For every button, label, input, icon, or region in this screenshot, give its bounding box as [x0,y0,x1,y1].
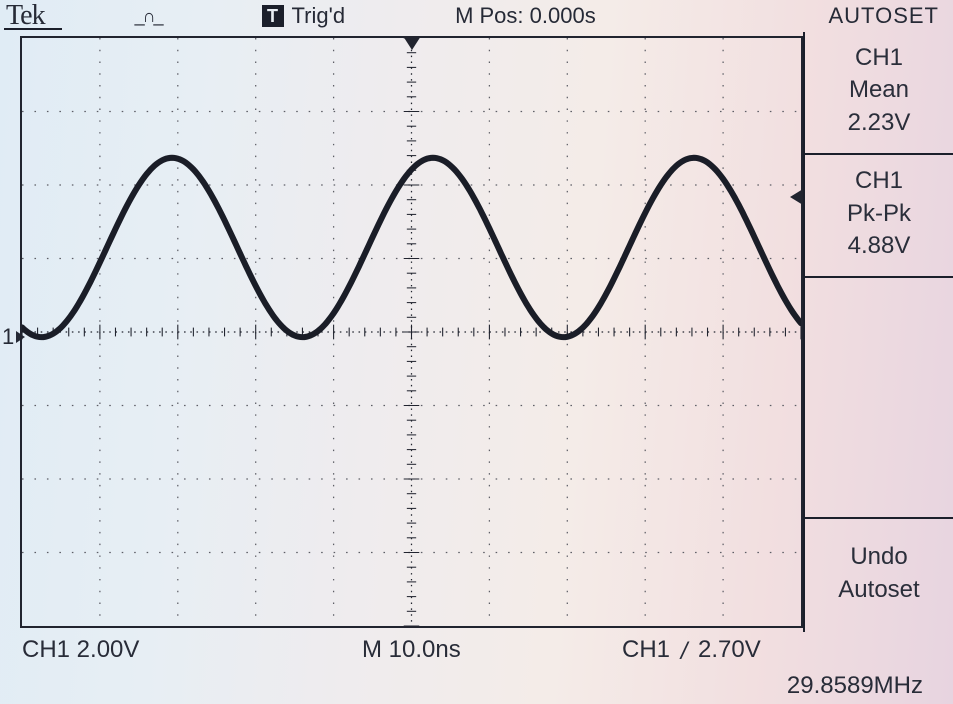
channel-scale-readout: CH1 2.00V [22,636,362,664]
waveform-area: 1 [0,32,803,632]
measurement-2-channel: CH1 [809,165,949,197]
timebase-readout: M 10.0ns [362,636,622,664]
horizontal-position-readout: M Pos: 0.000s [455,3,596,29]
brand-underline [4,28,62,30]
main-area: 1 CH1 Mean 2.23V CH1 Pk [0,32,953,632]
measurement-1[interactable]: CH1 Mean 2.23V [805,32,953,155]
side-menu: CH1 Mean 2.23V CH1 Pk-Pk 4.88V Undo Auto… [803,32,953,632]
autoset-title: AUTOSET [828,3,939,29]
measurement-2-type: Pk-Pk [809,198,949,230]
measurement-1-type: Mean [809,74,949,106]
trigger-source: CH1 [622,636,670,663]
trigger-status-text: Trig'd [292,3,346,29]
measurement-2-value: 4.88V [809,230,949,262]
undo-autoset-button[interactable]: Undo Autoset [805,517,953,632]
trigger-level-readout: 2.70V [698,636,761,663]
undo-autoset-line1: Undo [850,543,907,570]
trigger-readout: CH1 / 2.70V [622,636,943,664]
status-bar: Tek _∩_ T Trig'd M Pos: 0.000s AUTOSET [0,0,953,32]
frequency-readout: 29.8589MHz [22,668,943,700]
rising-edge-icon: / [681,638,688,666]
oscilloscope-screen: Tek _∩_ T Trig'd M Pos: 0.000s AUTOSET 1 [0,0,953,704]
waveform-plot [22,38,801,626]
trigger-badge-icon: T [262,5,284,27]
channel-1-label: 1 [2,324,14,350]
coupling-icon: _∩_ [135,6,162,27]
measurement-1-value: 2.23V [809,107,949,139]
trigger-status: T Trig'd [262,3,346,29]
undo-autoset-line2: Autoset [838,576,919,603]
side-menu-spacer [805,278,953,517]
graticule [20,36,803,628]
readout-bar: CH1 2.00V M 10.0ns CH1 / 2.70V 29.8589MH… [0,632,953,704]
measurement-2[interactable]: CH1 Pk-Pk 4.88V [805,155,953,278]
measurement-1-channel: CH1 [809,42,949,74]
